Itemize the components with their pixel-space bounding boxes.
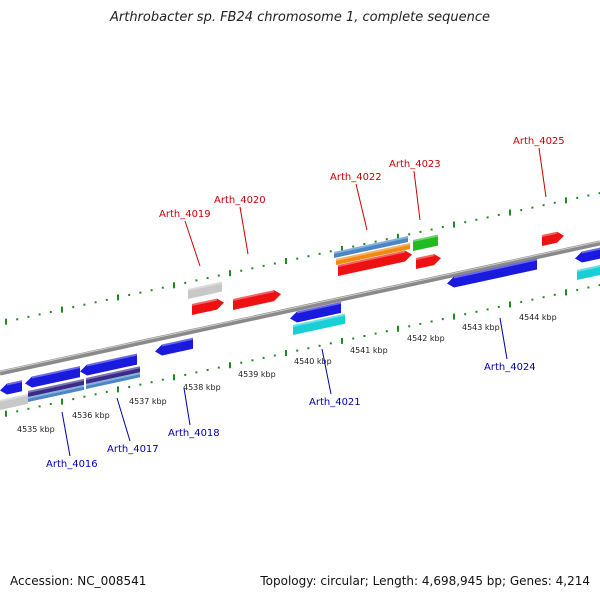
label-connector: [184, 220, 201, 267]
gene-feature-shine: [87, 353, 137, 367]
kbp-label: 4544 kbp: [519, 313, 557, 322]
reverse-gene-labels: Arth_4016 Arth_4017 Arth_4018 Arth_4021 …: [46, 362, 536, 470]
gene-feature: [233, 290, 281, 310]
gene-feature: [290, 301, 341, 323]
gene-feature: [334, 236, 408, 258]
kbp-label: 4542 kbp: [407, 334, 445, 343]
gene-label-arth-4024[interactable]: Arth_4024: [484, 362, 536, 373]
label-connector: [355, 183, 368, 231]
gene-label-arth-4023[interactable]: Arth_4023: [389, 159, 441, 170]
gene-feature: [155, 337, 193, 356]
gene-feature-shine: [582, 247, 600, 254]
map-title: Arthrobacter sp. FB24 chromosome 1, comp…: [109, 10, 491, 25]
gene-feature: [0, 380, 22, 395]
gene-feature-shine: [416, 254, 434, 260]
gene-feature-shine: [293, 313, 345, 327]
kbp-label: 4537 kbp: [129, 397, 167, 406]
gene-feature-shine: [413, 234, 438, 242]
kbp-label: 4535 kbp: [17, 425, 55, 434]
gene-feature: [293, 313, 345, 335]
kbp-label: 4538 kbp: [183, 383, 221, 392]
gene-feature: [80, 353, 137, 376]
gene-feature-shine: [577, 265, 600, 272]
outer-tick-track: [5, 192, 600, 325]
forward-gene-labels: Arth_4019 Arth_4020 Arth_4022 Arth_4023 …: [159, 136, 565, 220]
gene-feature-shine: [233, 290, 274, 301]
gene-feature-shine: [86, 366, 140, 380]
kbp-label: 4539 kbp: [238, 370, 276, 379]
gene-feature: [25, 366, 80, 388]
gene-feature: [413, 234, 438, 251]
gene-feature-shine: [28, 378, 84, 393]
gene-feature: [86, 372, 140, 389]
kbp-label: 4541 kbp: [350, 346, 388, 355]
inner-tick-track: [5, 284, 600, 417]
label-connector: [499, 317, 508, 360]
gene-feature: [577, 265, 600, 280]
gene-feature: [416, 254, 441, 269]
genome-summary-text: Topology: circular; Length: 4,698,945 bp…: [260, 574, 590, 588]
gene-feature-shine: [454, 258, 537, 279]
kbp-label: 4536 kbp: [72, 411, 110, 420]
gene-label-arth-4019[interactable]: Arth_4019: [159, 209, 211, 220]
chromosome-backbone-highlight: [0, 241, 600, 372]
gene-feature-shine: [188, 281, 222, 291]
label-connector: [321, 348, 332, 395]
label-connector: [413, 170, 421, 221]
gene-feature-shine: [162, 337, 193, 347]
label-connector: [538, 147, 547, 198]
gene-label-arth-4020[interactable]: Arth_4020: [214, 195, 266, 206]
gene-feature-shine: [86, 372, 140, 386]
gene-feature-shine: [32, 366, 80, 379]
kbp-label: 4540 kbp: [294, 357, 332, 366]
label-connector: [61, 411, 71, 457]
gene-feature: [86, 366, 140, 384]
gene-label-arth-4017[interactable]: Arth_4017: [107, 444, 159, 455]
gene-label-arth-4018[interactable]: Arth_4018: [168, 428, 220, 439]
label-connector: [239, 206, 249, 255]
gene-feature-shine: [542, 231, 557, 237]
gene-feature-shine: [334, 236, 408, 254]
gene-feature-shine: [297, 301, 341, 314]
feature-track: [0, 231, 600, 410]
gene-label-arth-4021[interactable]: Arth_4021: [309, 397, 361, 408]
gene-feature-shine: [336, 243, 410, 261]
gene-feature: [542, 231, 564, 246]
gene-feature-shine: [192, 298, 217, 306]
gene-feature: [188, 281, 222, 299]
accession-text: Accession: NC_008541: [10, 574, 147, 588]
label-connector: [183, 387, 191, 426]
gene-feature: [28, 378, 84, 397]
gene-feature: [338, 250, 412, 276]
gene-feature: [336, 243, 410, 265]
gene-feature-shine: [0, 393, 28, 402]
chromosome-backbone: [0, 240, 600, 376]
gene-feature-shine: [7, 380, 22, 386]
gene-label-arth-4025[interactable]: Arth_4025: [513, 136, 565, 147]
label-connector: [116, 397, 131, 442]
gene-label-arth-4022[interactable]: Arth_4022: [330, 172, 382, 183]
gene-label-arth-4016[interactable]: Arth_4016: [46, 459, 98, 470]
gene-feature-shine: [28, 384, 84, 399]
gene-feature: [28, 384, 84, 402]
kbp-label: 4543 kbp: [462, 323, 500, 332]
gene-feature: [575, 247, 600, 263]
gene-feature: [447, 258, 537, 288]
gene-feature: [192, 298, 224, 315]
label-connectors: [61, 147, 547, 457]
gene-feature: [0, 393, 28, 410]
gene-feature-shine: [338, 250, 405, 267]
kbp-scale: 4535 kbp 4536 kbp 4537 kbp 4538 kbp 4539…: [17, 313, 557, 434]
